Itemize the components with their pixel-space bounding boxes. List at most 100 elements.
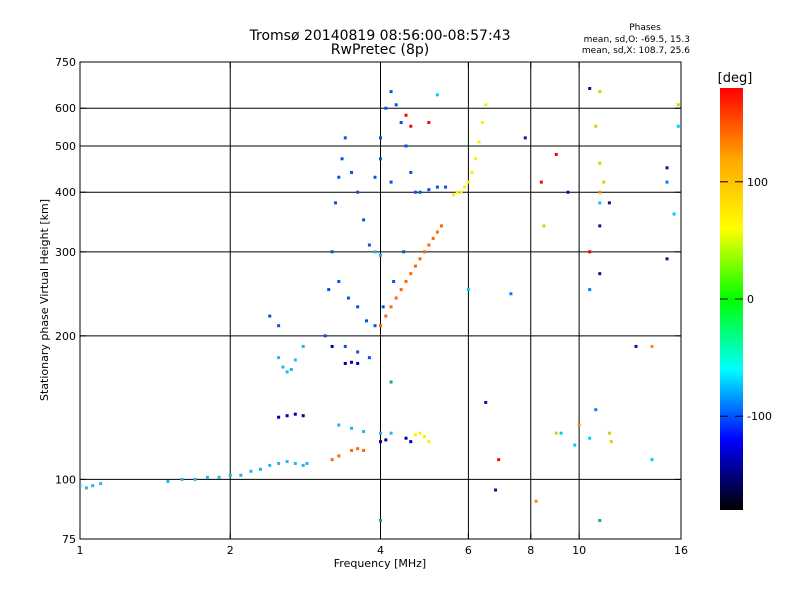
x-tick-label: 6 — [465, 544, 472, 557]
data-point — [459, 190, 463, 194]
data-point — [84, 486, 88, 490]
x-tick-label: 8 — [527, 544, 534, 557]
data-point — [409, 124, 413, 128]
data-point — [594, 408, 598, 412]
y-tick-label: 75 — [62, 533, 76, 546]
data-point — [427, 440, 431, 444]
data-point — [80, 484, 82, 488]
data-point — [588, 436, 592, 440]
data-point — [350, 426, 354, 430]
x-axis-label: Frequency [MHz] — [334, 557, 426, 570]
data-point — [523, 136, 527, 140]
data-point — [373, 250, 377, 254]
data-point — [427, 121, 431, 125]
data-point — [356, 361, 360, 365]
data-point — [598, 90, 602, 94]
data-point — [277, 461, 281, 465]
data-point — [356, 190, 360, 194]
data-point — [404, 436, 408, 440]
data-point — [193, 477, 197, 481]
colorbar-label: [deg] — [718, 71, 753, 86]
data-point — [588, 86, 592, 90]
data-point — [379, 431, 382, 435]
data-point — [566, 190, 570, 194]
data-point — [99, 482, 103, 486]
data-point — [367, 356, 371, 360]
data-point — [634, 344, 638, 348]
data-point — [337, 175, 341, 179]
data-point — [392, 279, 396, 283]
data-point — [268, 314, 272, 318]
colorbar-tick-label: 0 — [747, 293, 754, 306]
data-point — [384, 438, 388, 442]
data-point — [394, 103, 398, 107]
data-point — [451, 193, 455, 197]
data-point — [418, 190, 422, 194]
data-point — [484, 400, 488, 404]
data-point — [249, 469, 253, 473]
data-point — [379, 253, 382, 257]
data-point — [277, 324, 281, 328]
data-point — [330, 250, 334, 254]
y-tick-label: 500 — [55, 140, 76, 153]
x-tick-label: 2 — [227, 544, 234, 557]
data-point — [480, 121, 484, 125]
y-tick-label: 750 — [55, 56, 76, 69]
grid-lines — [80, 62, 681, 539]
data-point — [337, 423, 341, 427]
data-point — [350, 170, 354, 174]
data-point — [389, 90, 393, 94]
data-point — [337, 454, 341, 458]
data-point — [665, 180, 669, 184]
data-point — [301, 463, 305, 467]
y-axis-ticks: 75 100 200 300 400 500 600 750 — [55, 56, 681, 546]
data-point — [559, 431, 563, 435]
stats-title: Phases — [629, 23, 661, 33]
data-point — [444, 185, 448, 189]
data-point — [409, 272, 413, 276]
data-point — [389, 380, 393, 384]
data-point — [431, 236, 435, 240]
data-point — [305, 461, 309, 465]
data-point — [362, 218, 366, 222]
data-point — [343, 136, 347, 140]
data-point — [573, 443, 577, 447]
data-point — [293, 461, 297, 465]
data-point — [301, 414, 305, 418]
data-point — [463, 185, 467, 189]
data-point — [594, 124, 598, 128]
data-point — [607, 431, 611, 435]
data-point — [466, 288, 470, 292]
data-point — [598, 519, 602, 523]
data-point — [293, 412, 297, 416]
data-point — [330, 344, 334, 348]
data-point — [228, 473, 232, 477]
data-point — [427, 188, 431, 192]
data-point — [281, 365, 285, 369]
data-point — [239, 473, 243, 477]
data-point — [346, 296, 350, 300]
data-point — [427, 243, 431, 247]
x-axis-ticks: 1 2 4 6 8 10 16 — [77, 62, 688, 557]
data-point — [539, 180, 543, 184]
data-point — [609, 440, 613, 444]
data-point — [356, 447, 360, 451]
colorbar-tick-label: 100 — [747, 176, 768, 189]
data-point — [455, 190, 459, 194]
y-tick-label: 400 — [55, 186, 76, 199]
data-point — [409, 170, 413, 174]
data-point — [379, 157, 382, 161]
data-point — [365, 319, 369, 323]
data-point — [323, 334, 327, 338]
data-point — [217, 475, 221, 479]
chart-title: Tromsø 20140819 08:56:00-08:57:43 — [249, 28, 511, 44]
data-point — [422, 435, 426, 439]
data-point — [413, 433, 417, 437]
stats-line-o: mean, sd,O: -69.5, 15.3 — [584, 35, 690, 45]
data-point — [394, 296, 398, 300]
data-point — [367, 243, 371, 247]
data-point — [404, 279, 408, 283]
colorbar-tick-label: -100 — [747, 410, 772, 423]
data-points — [80, 86, 680, 523]
x-tick-label: 4 — [377, 544, 384, 557]
